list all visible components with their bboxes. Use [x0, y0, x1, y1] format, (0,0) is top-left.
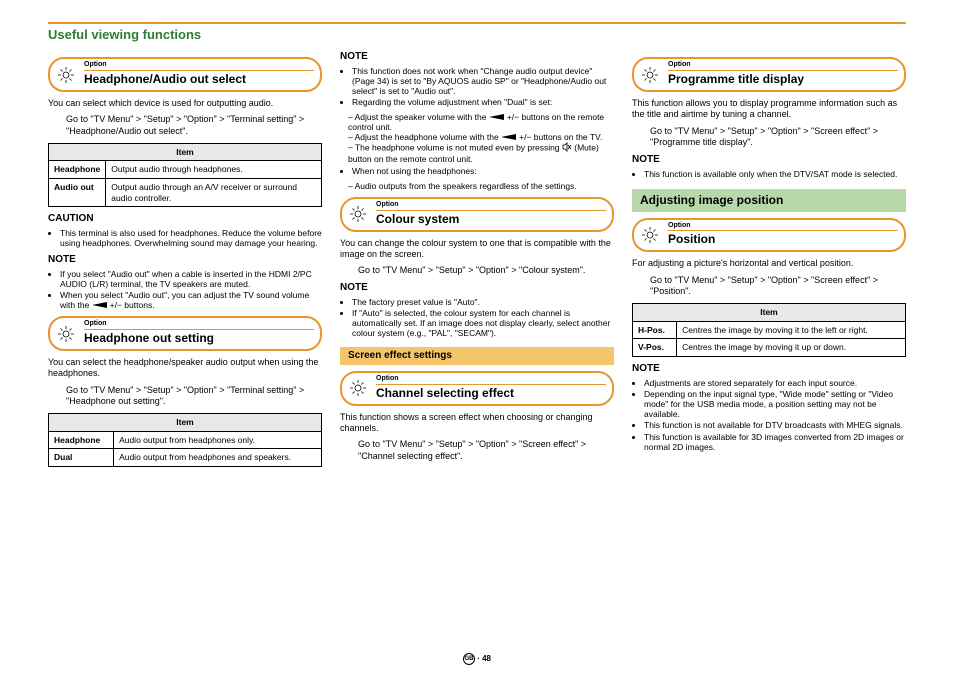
- option-title: Colour system: [376, 210, 606, 227]
- headphone-out-table: Item HeadphoneAudio output from headphon…: [48, 413, 322, 467]
- list-item: If "Auto" is selected, the colour system…: [352, 308, 614, 339]
- gear-sun-icon: [636, 61, 664, 88]
- note-list: If you select "Audio out" when a cable i…: [60, 269, 322, 311]
- table-row: Audio outOutput audio through an A/V rec…: [49, 179, 322, 207]
- option-badge: Option: [668, 222, 898, 231]
- menu-path: Go to "TV Menu" > "Setup" > "Option" > "…: [358, 265, 614, 276]
- menu-path: Go to "TV Menu" > "Setup" > "Option" > "…: [358, 439, 614, 462]
- caution-list: This terminal is also used for headphone…: [60, 228, 322, 248]
- table-header: Item: [49, 414, 322, 432]
- table-row: DualAudio output from headphones and spe…: [49, 449, 322, 467]
- list-item: When not using the headphones:: [352, 166, 614, 176]
- table-row: H-Pos.Centres the image by moving it to …: [633, 321, 906, 339]
- volume-icon: [489, 114, 507, 121]
- menu-path: Go to "TV Menu" > "Setup" > "Option" > "…: [66, 114, 322, 137]
- note-heading: NOTE: [632, 154, 906, 167]
- page-title: Useful viewing functions: [48, 27, 906, 43]
- intro-text: You can select the headphone/speaker aud…: [48, 357, 322, 380]
- volume-icon: [501, 134, 519, 141]
- note-heading: NOTE: [340, 282, 614, 295]
- page-number: · 48: [477, 654, 491, 663]
- list-item: This function is available for 3D images…: [644, 432, 906, 452]
- option-badge: Option: [376, 201, 606, 210]
- column-1: Option Headphone/Audio out select You ca…: [48, 51, 322, 473]
- page-footer: GB · 48: [0, 653, 954, 665]
- note-heading: NOTE: [48, 254, 322, 267]
- option-title: Headphone/Audio out select: [84, 70, 314, 87]
- list-item: The headphone volume is not muted even b…: [348, 142, 614, 164]
- intro-text: This function shows a screen effect when…: [340, 412, 614, 435]
- option-title: Programme title display: [668, 70, 898, 87]
- menu-path: Go to "TV Menu" > "Setup" > "Option" > "…: [650, 275, 906, 298]
- list-item: Adjustments are stored separately for ea…: [644, 378, 906, 388]
- dash-list: Adjust the speaker volume with the +/− b…: [348, 112, 614, 165]
- option-header-channel-effect: Option Channel selecting effect: [340, 371, 614, 406]
- note-list: This function does not work when "Change…: [352, 66, 614, 108]
- dash-list: Audio outputs from the speakers regardle…: [348, 181, 614, 191]
- option-header-headphone-audio-out: Option Headphone/Audio out select: [48, 57, 322, 92]
- option-badge: Option: [84, 320, 314, 329]
- option-badge: Option: [376, 375, 606, 384]
- screen-effect-subheading: Screen effect settings: [340, 347, 614, 366]
- list-item: This function is available only when the…: [644, 169, 906, 179]
- option-header-programme-title: Option Programme title display: [632, 57, 906, 92]
- note-list: When not using the headphones:: [352, 166, 614, 176]
- list-item: Adjust the headphone volume with the +/−…: [348, 132, 614, 142]
- list-item: The factory preset value is "Auto".: [352, 297, 614, 307]
- table-row: V-Pos.Centres the image by moving it up …: [633, 339, 906, 357]
- list-item: Adjust the speaker volume with the +/− b…: [348, 112, 614, 132]
- option-title: Headphone out setting: [84, 329, 314, 346]
- option-header-position: Option Position: [632, 218, 906, 253]
- list-item: This function does not work when "Change…: [352, 66, 614, 97]
- note-heading: NOTE: [632, 363, 906, 376]
- note-list: The factory preset value is "Auto". If "…: [352, 297, 614, 339]
- volume-icon: [92, 302, 110, 309]
- menu-path: Go to "TV Menu" > "Setup" > "Option" > "…: [650, 126, 906, 149]
- option-header-colour-system: Option Colour system: [340, 197, 614, 232]
- gear-sun-icon: [344, 375, 372, 402]
- menu-path: Go to "TV Menu" > "Setup" > "Option" > "…: [66, 385, 322, 408]
- table-row: HeadphoneOutput audio through headphones…: [49, 161, 322, 179]
- option-title: Position: [668, 230, 898, 247]
- option-badge: Option: [84, 61, 314, 70]
- option-badge: Option: [668, 61, 898, 70]
- position-table: Item H-Pos.Centres the image by moving i…: [632, 303, 906, 357]
- intro-text: You can change the colour system to one …: [340, 238, 614, 261]
- table-header: Item: [633, 304, 906, 322]
- table-header: Item: [49, 143, 322, 161]
- note-heading: NOTE: [340, 51, 614, 64]
- table-row: HeadphoneAudio output from headphones on…: [49, 431, 322, 449]
- gear-sun-icon: [344, 201, 372, 228]
- option-title: Channel selecting effect: [376, 384, 606, 401]
- option-header-headphone-out: Option Headphone out setting: [48, 316, 322, 351]
- list-item: Depending on the input signal type, "Wid…: [644, 389, 906, 420]
- list-item: When you select "Audio out", you can adj…: [60, 290, 322, 310]
- list-item: This terminal is also used for headphone…: [60, 228, 322, 248]
- intro-text: You can select which device is used for …: [48, 98, 322, 109]
- headphone-audio-table: Item HeadphoneOutput audio through headp…: [48, 143, 322, 208]
- column-3: Option Programme title display This func…: [632, 51, 906, 473]
- adjusting-image-position-heading: Adjusting image position: [632, 189, 906, 212]
- intro-text: For adjusting a picture's horizontal and…: [632, 258, 906, 269]
- caution-heading: CAUTION: [48, 213, 322, 226]
- list-item: Audio outputs from the speakers regardle…: [348, 181, 614, 191]
- mute-icon: [562, 142, 572, 154]
- gear-sun-icon: [636, 222, 664, 249]
- note-list: This function is available only when the…: [644, 169, 906, 179]
- column-2: NOTE This function does not work when "C…: [340, 51, 614, 473]
- region-icon: GB: [463, 653, 475, 665]
- intro-text: This function allows you to display prog…: [632, 98, 906, 121]
- list-item: Regarding the volume adjustment when "Du…: [352, 97, 614, 107]
- gear-sun-icon: [52, 61, 80, 88]
- list-item: This function is not available for DTV b…: [644, 420, 906, 430]
- gear-sun-icon: [52, 320, 80, 347]
- note-list: Adjustments are stored separately for ea…: [644, 378, 906, 452]
- list-item: If you select "Audio out" when a cable i…: [60, 269, 322, 289]
